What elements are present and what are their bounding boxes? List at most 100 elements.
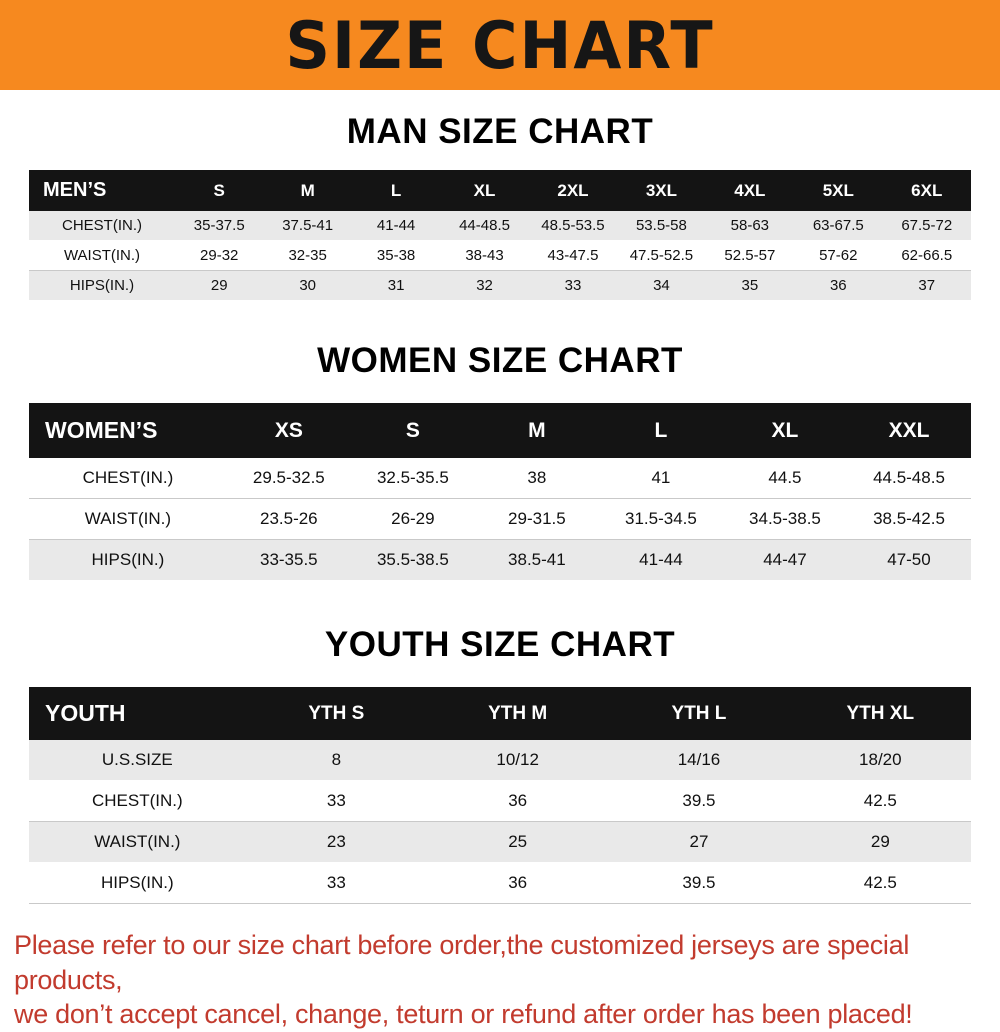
value-cell: 14/16: [608, 740, 790, 781]
row-label-cell: WAIST(IN.): [29, 240, 175, 271]
size-header-cell: S: [350, 403, 475, 458]
table-row: CHEST(IN.) 35-37.5 37.5-41 41-44 44-48.5 48.5…: [29, 211, 971, 241]
table-title-cell: WOMEN’S: [29, 403, 227, 458]
footer-note-line1: Please refer to our size chart before or…: [14, 930, 910, 995]
table-title-cell: YOUTH: [29, 687, 246, 740]
value-cell: 25: [426, 821, 609, 863]
table-row: WAIST(IN.) 29-32 32-35 35-38 38-43 43-47.5 47.…: [29, 240, 971, 271]
value-cell: 29-32: [175, 240, 264, 271]
size-header-cell: XL: [440, 170, 529, 211]
value-cell: 57-62: [794, 240, 883, 271]
value-cell: 10/12: [426, 740, 609, 781]
value-cell: 36: [426, 862, 609, 904]
value-cell: 34.5-38.5: [722, 498, 847, 540]
row-label-cell: HIPS(IN.): [29, 862, 246, 904]
table-row: HIPS(IN.) 33-35.5 35.5-38.5 38.5-41 41-44 44-…: [29, 539, 971, 581]
value-cell: 44-47: [722, 539, 847, 581]
banner: SIZE CHART: [0, 0, 1000, 90]
value-cell: 27: [608, 821, 790, 863]
footer-note: Please refer to our size chart before or…: [14, 928, 986, 1032]
value-cell: 37: [882, 270, 971, 301]
value-cell: 23: [245, 821, 427, 863]
table-row: HIPS(IN.) 33 36 39.5 42.5: [29, 862, 971, 904]
value-cell: 44.5: [722, 458, 847, 499]
value-cell: 23.5-26: [226, 498, 351, 540]
value-cell: 62-66.5: [882, 240, 971, 271]
women-size-table: WOMEN’S XS S M L XL XXL CHEST(IN.) 29.5-32.5 32.5…: [29, 403, 971, 581]
row-label-cell: WAIST(IN.): [29, 498, 227, 540]
value-cell: 32.5-35.5: [350, 458, 475, 499]
table-header-row: WOMEN’S XS S M L XL XXL: [29, 403, 971, 458]
value-cell: 33: [245, 780, 427, 822]
value-cell: 33: [528, 270, 618, 301]
value-cell: 52.5-57: [705, 240, 795, 271]
table-row: WAIST(IN.) 23.5-26 26-29 29-31.5 31.5-34.5 34…: [29, 498, 971, 540]
value-cell: 29-31.5: [474, 498, 599, 540]
value-cell: 42.5: [789, 862, 971, 904]
table-header-row: MEN’S S M L XL 2XL 3XL 4XL 5XL 6XL: [29, 170, 971, 211]
table-row: WAIST(IN.) 23 25 27 29: [29, 821, 971, 863]
row-label-cell: WAIST(IN.): [29, 821, 246, 863]
size-header-cell: L: [351, 170, 441, 211]
value-cell: 35: [705, 270, 795, 301]
footer-note-line2: we don’t accept cancel, change, teturn o…: [14, 999, 913, 1030]
value-cell: 35-38: [351, 240, 441, 271]
banner-title: SIZE CHART: [285, 6, 715, 84]
row-label-cell: U.S.SIZE: [29, 740, 246, 781]
size-header-cell: XS: [226, 403, 351, 458]
value-cell: 8: [245, 740, 427, 781]
table-row: CHEST(IN.) 29.5-32.5 32.5-35.5 38 41 44.5 44.5…: [29, 458, 971, 499]
value-cell: 29: [175, 270, 264, 301]
size-header-cell: S: [175, 170, 264, 211]
row-label-cell: CHEST(IN.): [29, 458, 227, 499]
value-cell: 38.5-42.5: [846, 498, 971, 540]
value-cell: 29: [789, 821, 971, 863]
value-cell: 63-67.5: [794, 211, 883, 241]
value-cell: 53.5-58: [617, 211, 706, 241]
size-header-cell: L: [598, 403, 723, 458]
table-title-cell: MEN’S: [29, 170, 175, 211]
size-header-cell: XL: [722, 403, 847, 458]
men-section-heading: MAN SIZE CHART: [346, 112, 654, 151]
size-header-cell: XXL: [846, 403, 971, 458]
value-cell: 33-35.5: [226, 539, 351, 581]
size-header-cell: 4XL: [705, 170, 795, 211]
value-cell: 35-37.5: [175, 211, 264, 241]
value-cell: 47-50: [846, 539, 971, 581]
value-cell: 38: [474, 458, 599, 499]
section-women: WOMEN SIZE CHART WOMEN’S XS S M L XL XXL CHEST(…: [0, 341, 1000, 581]
size-header-cell: YTH M: [426, 687, 609, 740]
value-cell: 36: [426, 780, 609, 822]
value-cell: 48.5-53.5: [528, 211, 618, 241]
table-row: HIPS(IN.) 29 30 31 32 33 34 35 36 37: [29, 270, 971, 301]
row-label-cell: HIPS(IN.): [29, 539, 227, 581]
value-cell: 32-35: [263, 240, 352, 271]
table-header-row: YOUTH YTH S YTH M YTH L YTH XL: [29, 687, 971, 740]
youth-size-table: YOUTH YTH S YTH M YTH L YTH XL U.S.SIZE 8 10/12…: [29, 687, 971, 904]
size-header-cell: YTH L: [608, 687, 790, 740]
women-section-heading: WOMEN SIZE CHART: [317, 341, 683, 380]
value-cell: 41-44: [598, 539, 723, 581]
value-cell: 36: [794, 270, 883, 301]
size-header-cell: 5XL: [794, 170, 883, 211]
row-label-cell: CHEST(IN.): [29, 211, 175, 241]
youth-section-heading: YOUTH SIZE CHART: [324, 625, 676, 664]
size-header-cell: 2XL: [528, 170, 618, 211]
value-cell: 67.5-72: [882, 211, 971, 241]
value-cell: 31.5-34.5: [598, 498, 723, 540]
value-cell: 38.5-41: [474, 539, 599, 581]
value-cell: 26-29: [350, 498, 475, 540]
value-cell: 42.5: [789, 780, 971, 822]
size-header-cell: M: [474, 403, 599, 458]
size-header-cell: YTH S: [245, 687, 427, 740]
value-cell: 47.5-52.5: [617, 240, 706, 271]
value-cell: 43-47.5: [528, 240, 618, 271]
row-label-cell: CHEST(IN.): [29, 780, 246, 822]
section-youth: YOUTH SIZE CHART YOUTH YTH S YTH M YTH L YTH…: [0, 625, 1000, 904]
value-cell: 41: [598, 458, 723, 499]
value-cell: 29.5-32.5: [226, 458, 351, 499]
section-men: MAN SIZE CHART MEN’S S M L XL 2XL 3XL 4XL 5XL 6XL…: [0, 112, 1000, 301]
value-cell: 31: [351, 270, 441, 301]
value-cell: 30: [263, 270, 352, 301]
